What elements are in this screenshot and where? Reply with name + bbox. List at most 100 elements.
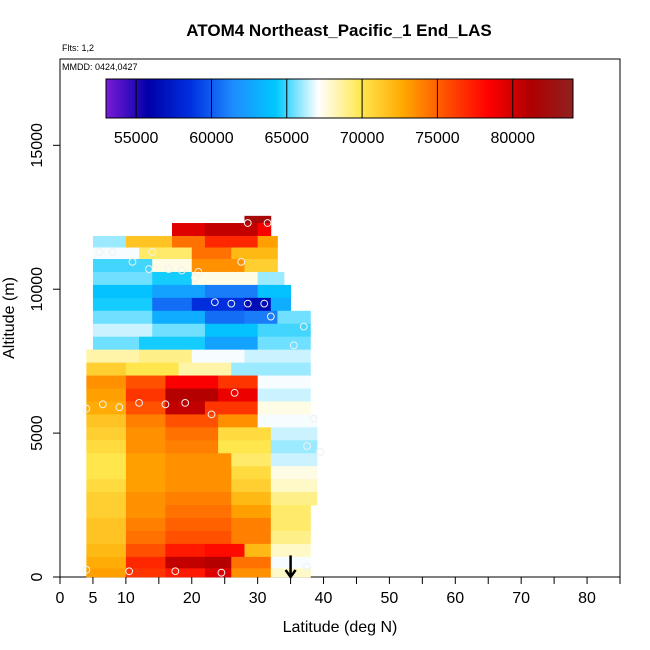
x-tick-label: 10: [117, 590, 135, 607]
heatmap-cell: [165, 388, 219, 402]
heatmap-cell: [270, 466, 318, 480]
colorbar-gradient: [105, 78, 574, 119]
heatmap-cell: [125, 543, 166, 558]
data-point: [207, 410, 216, 419]
data-point: [263, 219, 272, 227]
heatmap-cell: [191, 271, 259, 286]
heatmap-cell: [165, 543, 206, 558]
heatmap-cell: [257, 284, 291, 299]
heatmap-cell: [204, 223, 259, 237]
x-axis: 0 5 10 20 30 40 50 60 70 80: [56, 577, 621, 607]
heatmap-cell: [204, 556, 232, 569]
y-axis: 0 5000 10000 15000: [29, 123, 60, 581]
colorbar: [105, 78, 574, 119]
data-point: [161, 400, 170, 409]
data-point: [210, 298, 219, 307]
heatmap-cell: [257, 388, 311, 402]
data-point: [217, 568, 226, 577]
data-point: [237, 257, 246, 266]
heatmap-cell: [270, 479, 318, 493]
heatmap-cell: [125, 401, 166, 415]
heatmap-cell: [191, 297, 245, 312]
heatmap-cell: [277, 310, 311, 325]
colorbar-tick-label: 75000: [415, 130, 460, 147]
data-point: [82, 565, 91, 574]
heatmap-cell: [152, 323, 206, 338]
data-point: [309, 414, 318, 423]
heatmap-cell: [152, 259, 193, 273]
heatmap-cell: [204, 323, 259, 338]
data-point: [82, 404, 91, 413]
heatmap-cell: [172, 235, 206, 248]
data-point: [98, 400, 107, 409]
heatmap-cell: [270, 453, 318, 467]
heatmap-cell: [92, 284, 153, 299]
heatmap-cell: [92, 297, 153, 312]
heatmap-cell: [231, 247, 278, 260]
heatmap-cell: [204, 336, 259, 351]
heatmap-cell: [218, 440, 272, 454]
heatmap-cell: [231, 362, 311, 376]
heatmap-cell: [270, 440, 318, 454]
observation-points: [82, 219, 325, 577]
heatmap-cell: [257, 401, 311, 415]
heatmap-cell: [244, 310, 278, 325]
heatmap-cell: [244, 297, 272, 312]
heatmap-cell: [165, 453, 232, 467]
heatmap-cell: [92, 271, 153, 286]
data-point: [243, 219, 252, 227]
data-point: [135, 398, 143, 407]
heatmap-cell: [86, 505, 127, 519]
heatmap-cell: [257, 414, 318, 428]
heatmap-cell: [257, 235, 278, 248]
heatmap-cell: [231, 530, 272, 545]
data-point: [181, 398, 190, 407]
heatmap-cell: [86, 492, 127, 506]
data-point: [194, 268, 203, 276]
heatmap-cell: [231, 568, 272, 578]
y-tick-label: 15000: [29, 123, 46, 168]
heatmap-cell: [86, 479, 127, 493]
heatmap-cell: [92, 235, 127, 248]
heatmap-cell: [165, 466, 232, 480]
x-axis-label: Latitude (deg N): [283, 619, 398, 636]
heatmap-cell: [92, 336, 140, 351]
data-point: [125, 567, 134, 576]
heatmap-cell: [86, 556, 127, 569]
data-point: [191, 273, 199, 282]
heatmap-cell: [244, 259, 278, 273]
heatmap-cell: [191, 247, 232, 260]
colorbar-tick-label: 70000: [340, 130, 385, 147]
heatmap-cell: [152, 297, 193, 312]
heatmap-cell: [125, 568, 166, 578]
colorbar-tick-label: 80000: [490, 130, 535, 147]
heatmap-cell: [92, 310, 153, 325]
heatmap-cell: [165, 556, 206, 569]
heatmap-cell: [204, 310, 245, 325]
heatmap-cell: [244, 215, 272, 224]
colorbar-tick-label: 65000: [265, 130, 310, 147]
heatmap-cell: [204, 543, 245, 558]
heatmap-cell: [125, 505, 166, 519]
heatmap-cell: [204, 284, 259, 299]
heatmap-cell: [165, 518, 232, 532]
x-tick-label: 30: [249, 590, 267, 607]
data-point: [171, 567, 180, 576]
data-point: [145, 265, 153, 273]
heatmap-cell: [86, 388, 127, 402]
heatmap-cell: [231, 518, 272, 532]
heatmap-cell: [86, 349, 140, 364]
colorbar-ticks: 55000 60000 65000 70000 75000 80000: [114, 79, 535, 147]
data-point: [177, 266, 186, 275]
x-tick-label: 60: [446, 590, 464, 607]
colorbar-tick-label: 60000: [189, 130, 234, 147]
heatmap-cell: [270, 543, 311, 558]
data-point: [303, 563, 311, 571]
heatmap-cell: [165, 414, 219, 428]
heatmap-cell: [86, 414, 127, 428]
heatmap-cell: [231, 556, 272, 569]
heatmap-cell: [178, 362, 232, 376]
heatmap-cell: [86, 518, 127, 532]
heatmap-cell: [165, 530, 232, 545]
